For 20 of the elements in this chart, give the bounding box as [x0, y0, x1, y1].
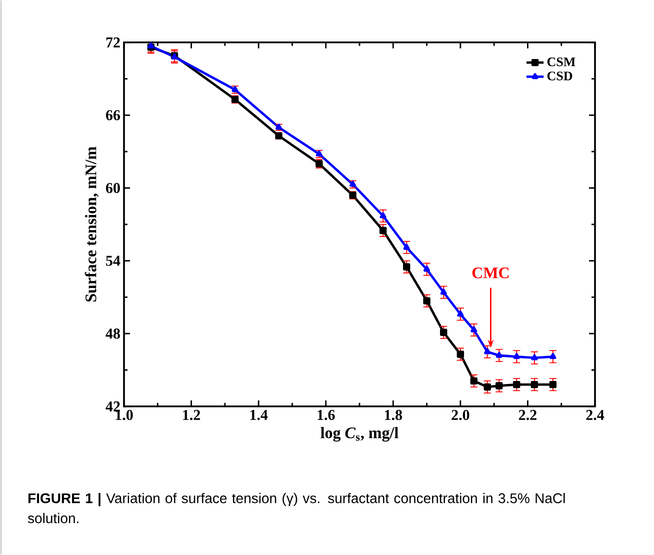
y-tick-label: 48: [106, 328, 120, 339]
annotation: CMC: [472, 268, 509, 278]
x-tick-label: 1.4: [250, 410, 268, 420]
x-tick-label: 2.2: [518, 410, 536, 420]
y-tick-label: 60: [106, 183, 120, 194]
x-tick-label: 2.0: [452, 410, 470, 420]
y-tick-label: 54: [106, 256, 120, 266]
x-tick-label: 1.8: [384, 410, 402, 420]
x-tick-label: 1.6: [318, 410, 335, 420]
x-tick-label: 1.2: [183, 410, 200, 420]
y-tick-label: 72: [106, 38, 120, 48]
y-tick-label: 42: [106, 402, 120, 412]
x-axis-title: log C$_{s}$, mg/l: [320, 427, 398, 442]
legend-label: CSM: [547, 58, 576, 66]
legend-label: CSD: [547, 72, 572, 80]
y-axis-title: Surface tension, mN/m: [84, 146, 99, 302]
x-tick-label: 2.4: [586, 410, 604, 420]
x-tick-label: 1.0: [116, 410, 133, 420]
y-tick-label: 66: [106, 110, 120, 120]
text: FIGURE 1 | Variation of surface tension (γ) vs. surfactant concentration in 3.5% NaCl solution.: [28, 493, 565, 524]
